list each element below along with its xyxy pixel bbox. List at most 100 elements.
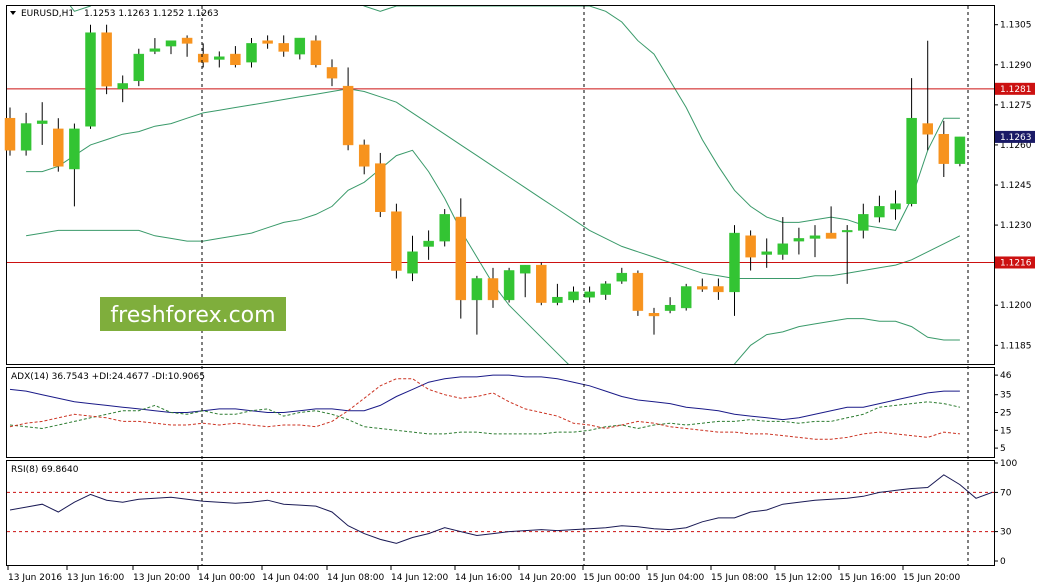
price-chart[interactable] <box>4 0 994 452</box>
price-tick-label: 1.1245 <box>1000 181 1032 191</box>
bearish-candle <box>713 286 724 293</box>
bullish-candle <box>858 214 869 231</box>
bearish-candle <box>632 272 644 311</box>
time-tick-label: 15 Jun 04:00 <box>647 573 704 583</box>
time-tick-label: 14 Jun 00:00 <box>198 573 255 583</box>
plus-di-line <box>9 401 961 435</box>
bullish-candle <box>664 304 676 311</box>
bullish-candle <box>729 232 740 293</box>
symbol-label: EURUSD,H1 <box>21 9 74 19</box>
price-tick-label: 1.1305 <box>1000 21 1032 31</box>
bullish-candle <box>85 32 96 127</box>
time-tick-label: 14 Jun 20:00 <box>519 573 576 583</box>
bearish-candle <box>326 67 338 79</box>
time-tick-label: 15 Jun 08:00 <box>711 573 768 583</box>
time-tick-label: 15 Jun 20:00 <box>903 573 960 583</box>
bullish-candle <box>552 296 563 303</box>
time-tick-label: 15 Jun 12:00 <box>775 573 832 583</box>
adx-tick-label: 25 <box>1000 409 1011 419</box>
price-tag-label: 1.1281 <box>1000 85 1032 95</box>
bullish-candle <box>407 251 418 274</box>
rsi-tick-label: 0 <box>1000 557 1006 567</box>
bullish-candle <box>777 243 789 255</box>
adx-indicator-label: ADX(14) 36.7543 +DI:24.4677 -DI:10.9065 <box>11 372 205 382</box>
price-tick-label: 1.1260 <box>1000 141 1032 151</box>
bullish-candle <box>149 48 161 52</box>
price-tick-label: 1.1185 <box>1000 341 1032 351</box>
adx-tick-label: 5 <box>1000 444 1006 454</box>
bearish-candle <box>648 312 660 317</box>
bullish-candle <box>793 238 805 242</box>
bearish-candle <box>938 133 950 164</box>
time-tick-label: 14 Jun 08:00 <box>327 573 384 583</box>
bullish-candle <box>954 136 966 164</box>
bullish-candle <box>600 283 611 295</box>
rsi-tick-label: 30 <box>1000 528 1012 538</box>
collapse-triangle-icon[interactable] <box>10 11 16 15</box>
rsi-indicator-label: RSI(8) 69.8640 <box>11 465 79 475</box>
minus-di-line <box>9 378 960 440</box>
bearish-candle <box>230 53 241 66</box>
bullish-candle <box>246 43 257 63</box>
bearish-candle <box>181 37 193 44</box>
upper-band-line <box>69 6 960 231</box>
bearish-candle <box>455 216 467 301</box>
bearish-candle <box>745 235 756 258</box>
bullish-candle <box>584 291 595 298</box>
rsi-line <box>9 474 993 544</box>
price-tag <box>995 82 1035 95</box>
bearish-candle <box>342 85 354 146</box>
bearish-candle <box>825 232 837 239</box>
chart-header: EURUSD,H1 1.1253 1.1263 1.1252 1.1263 <box>10 9 219 19</box>
ohlc-label: 1.1253 1.1263 1.1252 1.1263 <box>84 9 219 19</box>
bearish-candle <box>4 117 16 151</box>
bullish-candle <box>471 278 483 301</box>
time-tick-label: 15 Jun 16:00 <box>839 573 896 583</box>
bullish-candle <box>439 214 450 242</box>
bearish-candle <box>358 144 370 167</box>
time-tick-label: 14 Jun 16:00 <box>455 573 512 583</box>
adx-line <box>9 374 960 421</box>
bullish-candle <box>841 230 853 233</box>
bearish-candle <box>697 286 708 290</box>
envelope-group <box>26 6 961 364</box>
price-tag <box>995 130 1035 143</box>
bullish-candle <box>423 240 434 247</box>
bullish-candle <box>874 206 885 218</box>
time-tick-label: 13 Jun 20:00 <box>133 573 190 583</box>
adx-chart[interactable] <box>9 374 961 440</box>
time-tick-label: 15 Jun 00:00 <box>583 573 640 583</box>
bearish-candle <box>922 123 933 135</box>
bearish-candle <box>53 128 64 167</box>
price-tick-label: 1.1200 <box>1000 301 1032 311</box>
middle-band-line <box>26 88 961 279</box>
bullish-candle <box>761 251 772 255</box>
bullish-candle <box>906 117 917 204</box>
bullish-candle <box>503 270 515 301</box>
bullish-candle <box>69 128 80 170</box>
watermark-text: freshforex.com <box>110 303 275 328</box>
price-tag <box>995 256 1035 269</box>
bullish-candle <box>294 37 306 55</box>
axes: 1.1305 1.1290 1.1275 1.1260 1.1245 1.1230 1.12… <box>7 6 1035 583</box>
bearish-candle <box>375 163 386 212</box>
bullish-candle <box>214 56 225 60</box>
rsi-chart[interactable] <box>7 474 994 544</box>
bearish-candle <box>487 278 499 301</box>
time-tick-label: 14 Jun 12:00 <box>391 573 448 583</box>
adx-tick-label: 15 <box>1000 426 1011 436</box>
adx-tick-label: 46 <box>1000 371 1012 381</box>
bullish-candle <box>36 120 48 124</box>
bullish-candle <box>20 123 32 151</box>
bullish-candle <box>133 53 145 82</box>
price-tag-label: 1.1263 <box>1000 133 1032 143</box>
rsi-tick-label: 70 <box>1000 488 1012 498</box>
bearish-candle <box>391 211 402 271</box>
bullish-candle <box>165 40 177 47</box>
bearish-candle <box>101 32 112 87</box>
price-tick-label: 1.1230 <box>1000 221 1032 231</box>
bearish-candle <box>310 40 322 66</box>
time-tick-label: 13 Jun 2016 <box>8 573 62 583</box>
adx-tick-label: 35 <box>1000 391 1011 401</box>
